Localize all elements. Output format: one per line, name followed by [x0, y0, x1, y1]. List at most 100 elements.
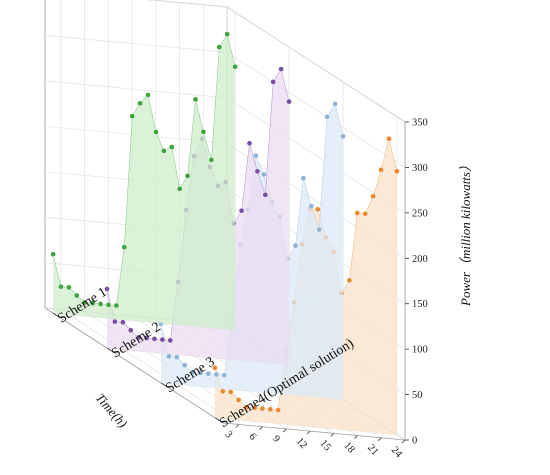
data-point — [104, 286, 110, 292]
data-point — [340, 133, 346, 140]
y-tick-label: 150 — [412, 299, 428, 310]
x-tick-mark — [306, 430, 311, 435]
data-point — [227, 389, 234, 395]
data-point — [212, 364, 218, 371]
data-point — [308, 203, 315, 210]
data-point — [145, 92, 151, 98]
data-point — [192, 96, 199, 103]
x-tick-mark — [354, 435, 358, 439]
data-point — [259, 405, 266, 412]
data-point — [278, 66, 284, 72]
data-point — [354, 210, 361, 216]
data-point — [159, 336, 166, 343]
data-point — [66, 284, 72, 291]
data-point — [224, 31, 231, 38]
data-point — [378, 166, 384, 173]
category-tick-mark — [106, 347, 113, 352]
data-point — [238, 207, 245, 214]
data-point — [153, 129, 159, 135]
y-tick-label: 0 — [412, 436, 417, 447]
data-point — [168, 144, 175, 150]
data-point — [73, 292, 80, 299]
data-point — [173, 354, 180, 360]
x-tick-mark — [283, 428, 287, 433]
y-tick-label: 50 — [412, 390, 423, 401]
x-tick-label: 15 — [318, 438, 333, 453]
data-point — [151, 336, 158, 342]
x-tick-mark — [377, 437, 382, 442]
series-1 — [50, 31, 238, 331]
data-point — [267, 406, 274, 413]
data-point — [219, 388, 226, 395]
x-tick-label: 6 — [246, 431, 258, 442]
data-point — [253, 152, 259, 159]
x-tick-mark — [259, 426, 263, 430]
data-point — [221, 372, 228, 379]
data-point — [232, 63, 238, 70]
y-tick-label: 100 — [412, 345, 428, 356]
data-point — [81, 299, 88, 306]
data-point — [97, 301, 104, 307]
data-point — [112, 318, 118, 325]
category-tick-mark — [52, 312, 59, 317]
data-point — [127, 327, 134, 334]
data-point — [286, 98, 292, 105]
y-axis-title: Power（million kilowatts） — [458, 159, 473, 307]
data-point — [251, 404, 258, 411]
x-tick-label: 12 — [294, 436, 309, 451]
data-point — [197, 370, 204, 376]
data-point — [161, 148, 167, 154]
data-point — [120, 319, 126, 326]
data-point — [324, 113, 330, 120]
x-tick-mark — [235, 424, 240, 428]
data-point — [129, 113, 136, 120]
data-point — [394, 168, 400, 175]
category-tick-mark — [160, 382, 167, 387]
x-tick-label: 24 — [389, 445, 405, 461]
data-point — [121, 244, 128, 251]
data-point — [216, 44, 223, 50]
x-axis-title: Time(h) — [93, 390, 131, 430]
data-point — [89, 300, 96, 307]
data-point — [143, 335, 150, 341]
data-point — [386, 135, 392, 142]
y-tick-label: 200 — [412, 254, 428, 265]
data-point — [213, 371, 220, 378]
data-point — [50, 251, 56, 258]
data-point — [189, 369, 196, 376]
x-tick-label: 18 — [341, 440, 356, 455]
x-tick-label: 21 — [365, 443, 380, 458]
x-tick-mark — [401, 439, 406, 444]
data-point — [167, 337, 174, 344]
data-point — [300, 175, 307, 182]
data-point — [184, 173, 191, 179]
data-point — [362, 210, 369, 217]
data-point — [346, 277, 353, 284]
data-point — [370, 193, 377, 200]
data-point — [316, 226, 323, 233]
data-point — [200, 129, 207, 135]
data-point — [176, 185, 183, 192]
y-tick-label: 250 — [412, 208, 428, 219]
x-tick-label: 9 — [270, 434, 282, 445]
data-point — [275, 407, 282, 413]
data-point — [254, 168, 261, 175]
data-point — [262, 191, 269, 198]
data-point — [260, 171, 267, 178]
data-point — [332, 101, 338, 107]
data-point — [113, 302, 120, 309]
data-point — [137, 100, 143, 107]
data-point — [314, 206, 321, 213]
data-point — [243, 404, 250, 410]
data-point — [135, 334, 142, 341]
data-point — [58, 283, 64, 290]
series-areas — [50, 31, 400, 435]
data-point — [246, 140, 253, 147]
series-area — [53, 34, 236, 331]
data-point — [292, 242, 299, 249]
data-point — [105, 301, 112, 308]
category-tick-mark — [214, 417, 221, 422]
data-point — [166, 353, 172, 360]
y-tick-label: 350 — [412, 118, 428, 129]
